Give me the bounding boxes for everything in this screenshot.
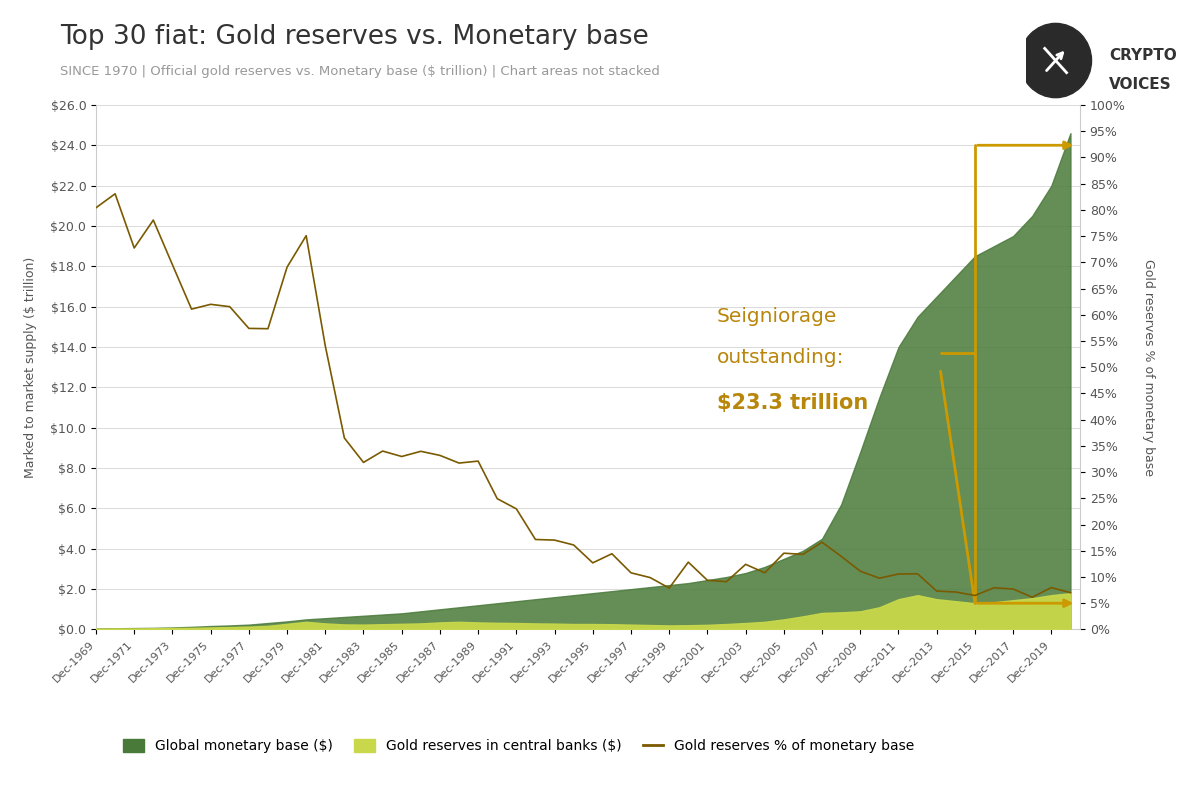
Y-axis label: Gold reserves % of monetary base: Gold reserves % of monetary base [1142,259,1156,475]
Text: outstanding:: outstanding: [716,348,845,366]
Y-axis label: Marked to market supply ($ trillion): Marked to market supply ($ trillion) [24,257,36,478]
Text: SINCE 1970 | Official gold reserves vs. Monetary base ($ trillion) | Chart areas: SINCE 1970 | Official gold reserves vs. … [60,65,660,77]
Circle shape [1020,23,1092,98]
Text: VOICES: VOICES [1109,77,1171,92]
Text: $23.3 trillion: $23.3 trillion [716,394,869,413]
Text: Top 30 fiat: Gold reserves vs. Monetary base: Top 30 fiat: Gold reserves vs. Monetary … [60,24,649,50]
Text: CRYPTO: CRYPTO [1109,48,1176,64]
Legend: Global monetary base ($), Gold reserves in central banks ($), Gold reserves % of: Global monetary base ($), Gold reserves … [118,734,920,759]
Text: Seigniorage: Seigniorage [716,307,838,326]
